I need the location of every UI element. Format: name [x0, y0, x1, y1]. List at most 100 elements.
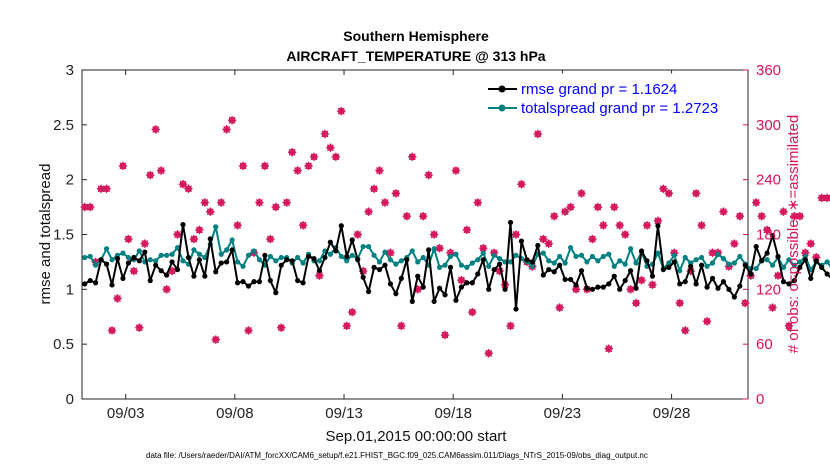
rmse-point — [333, 248, 339, 254]
rmse-point — [458, 284, 465, 290]
rmse-point — [180, 222, 186, 228]
footnote: data file: /Users/raeder/DAI/ATM_forcXX/… — [146, 451, 648, 460]
totalspread-point — [147, 257, 153, 263]
obs-assimilated-marker — [331, 152, 341, 162]
totalspread-point — [153, 258, 159, 264]
rmse-point — [655, 223, 661, 229]
y-tick-label: 2.5 — [53, 117, 74, 134]
rmse-point — [169, 259, 175, 265]
obs-assimilated-marker — [751, 198, 761, 207]
rmse-point — [278, 262, 284, 268]
rmse-point — [305, 253, 312, 260]
totalspread-point — [666, 260, 672, 266]
rmse-point — [218, 260, 224, 266]
totalspread-point — [491, 252, 497, 258]
obs-assimilated-marker — [347, 307, 357, 317]
totalspread-point — [628, 246, 634, 252]
totalspread-point — [600, 253, 606, 260]
rmse-point — [638, 248, 645, 254]
totalspread-point — [245, 252, 252, 258]
totalspread-point — [573, 253, 579, 260]
totalspread-point — [453, 251, 459, 257]
totalspread-point — [103, 246, 110, 252]
rmse-point — [546, 266, 552, 273]
rmse-point — [142, 249, 148, 255]
obs-assimilated-marker — [588, 234, 597, 244]
obs-assimilated-marker — [309, 152, 319, 162]
totalspread-point — [726, 261, 732, 267]
rmse-point — [229, 247, 235, 253]
legend-box — [485, 73, 745, 119]
obs-assimilated-marker — [304, 161, 313, 171]
rmse-point — [742, 262, 748, 268]
totalspread-point — [136, 248, 142, 254]
obs-assimilated-marker — [484, 349, 493, 358]
obs-assimilated-marker — [222, 125, 231, 134]
rmse-point — [426, 247, 432, 253]
rmse-point — [93, 280, 99, 286]
obs-assimilated-marker — [271, 202, 281, 212]
obs-assimilated-marker — [113, 294, 122, 303]
totalspread-point — [589, 253, 596, 260]
obs-assimilated-marker — [195, 225, 204, 235]
y-tick-label: 3 — [66, 62, 74, 79]
rmse-point — [666, 264, 672, 270]
rmse-point — [486, 286, 492, 292]
totalspread-point — [617, 258, 623, 264]
rmse-point — [540, 272, 546, 278]
rmse-point — [327, 239, 333, 245]
rmse-point — [153, 262, 159, 268]
totalspread-point — [436, 264, 443, 270]
totalspread-point — [682, 254, 688, 261]
totalspread-point — [475, 257, 481, 263]
obs-assimilated-marker — [380, 198, 390, 207]
obs-assimilated-marker — [407, 152, 417, 162]
rmse-point — [256, 279, 263, 285]
rmse-point — [573, 282, 579, 288]
rmse-point — [387, 281, 394, 287]
rmse-point — [748, 271, 754, 277]
obs-assimilated-marker — [577, 189, 586, 198]
totalspread-point — [240, 263, 246, 269]
totalspread-point — [469, 260, 475, 266]
totalspread-point — [382, 249, 388, 255]
totalspread-point — [557, 253, 563, 260]
obs-assimilated-marker — [320, 129, 330, 139]
rmse-point — [557, 262, 563, 268]
obs-assimilated-marker — [675, 298, 685, 308]
rmse-point — [475, 271, 481, 277]
rmse-point — [207, 236, 213, 242]
rmse-point — [131, 254, 137, 261]
rmse-point — [589, 286, 596, 292]
totalspread-point — [349, 252, 355, 258]
totalspread-point — [295, 254, 301, 261]
totalspread-point — [731, 260, 737, 266]
rmse-point — [518, 238, 525, 244]
rmse-point — [158, 268, 164, 274]
obs-assimilated-marker — [795, 211, 805, 221]
rmse-point — [726, 286, 732, 292]
totalspread-point — [224, 247, 230, 253]
totalspread-point — [611, 263, 617, 269]
legend-rmse-marker — [498, 85, 506, 93]
rmse-point — [759, 258, 765, 264]
totalspread-point — [480, 250, 486, 256]
rmse-point — [376, 266, 383, 273]
obs-assimilated-marker — [145, 170, 155, 180]
rmse-point — [404, 257, 410, 263]
obs-assimilated-marker — [102, 184, 111, 194]
rmse-point — [240, 279, 246, 285]
obs-assimilated-marker — [178, 179, 188, 189]
totalspread-point — [93, 262, 99, 268]
rmse-point — [262, 252, 268, 258]
totalspread-point — [633, 260, 639, 266]
rmse-point — [251, 279, 257, 285]
totalspread-point — [218, 251, 224, 257]
x-tick-label: 09/23 — [544, 405, 582, 422]
obs-assimilated-marker — [129, 266, 139, 276]
y-axis-label: rmse and totalspread — [37, 164, 54, 305]
rmse-point — [382, 262, 388, 268]
rmse-point — [567, 276, 574, 283]
obs-assimilated-marker — [697, 221, 706, 230]
obs-assimilated-marker — [287, 147, 297, 157]
